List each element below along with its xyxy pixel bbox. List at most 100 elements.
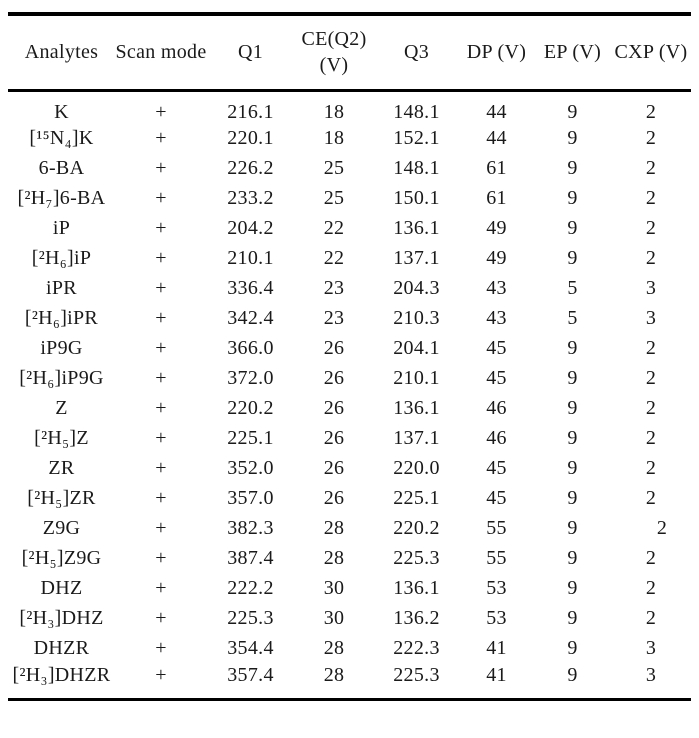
table-row: [²H₃]DHZR +357.4 28 225.3 41 9 3: [8, 664, 691, 700]
table-row: 6-BA +226.2 25 148.1 61 9 2: [8, 154, 691, 184]
cell-ce: 23: [323, 307, 345, 329]
cell-ep: 9: [567, 127, 578, 149]
cell-cxp: 3: [645, 663, 657, 686]
cell-analyte: Z9G: [42, 517, 81, 539]
cell-q1: 210.1: [227, 247, 274, 269]
cell-scan_mode: +: [155, 307, 167, 329]
cell-q3: 204.1: [393, 337, 440, 359]
cell-q3: 150.1: [393, 187, 440, 209]
cell-ce: 26: [323, 367, 345, 389]
cell-q1: 233.2: [227, 187, 274, 209]
cell-q3: 148.1: [393, 100, 440, 123]
cell-scan_mode: +: [155, 247, 167, 269]
table-header: Analytes Scan mode Q1 CE(Q2) (V) Q3 DP (V) EP …: [8, 14, 691, 92]
cell-q3: 210.1: [393, 367, 440, 389]
cell-q3: 136.1: [393, 397, 440, 419]
cell-q3: 220.0: [393, 457, 440, 479]
cell-dp: 49: [486, 247, 507, 269]
cell-analyte: [²H₃]DHZR: [12, 663, 111, 686]
cell-ce: 26: [323, 427, 345, 449]
cell-scan_mode: +: [155, 607, 167, 629]
cell-cxp: 2: [645, 247, 657, 269]
cell-cxp: 2: [645, 427, 657, 449]
cell-cxp: 2: [645, 100, 657, 123]
cell-scan_mode: +: [155, 457, 167, 479]
cell-q1: 352.0: [227, 457, 274, 479]
cell-q1: 220.2: [227, 397, 274, 419]
cell-q1: 225.3: [227, 607, 274, 629]
cell-scan_mode: +: [155, 187, 167, 209]
cell-ce: 18: [323, 100, 345, 123]
cell-dp: 41: [486, 663, 507, 686]
table-row: [²H₃]DHZ +225.3 30 136.2 53 9 2: [8, 604, 691, 634]
cell-q1: 222.2: [227, 577, 274, 599]
cell-scan_mode: +: [155, 217, 167, 239]
cell-ce: 23: [323, 277, 345, 299]
cell-ep: 9: [567, 100, 578, 123]
document-page: Analytes Scan mode Q1 CE(Q2) (V) Q3 DP (V) EP …: [0, 12, 699, 738]
cell-q3: 222.3: [393, 637, 440, 659]
cell-q3: 148.1: [393, 157, 440, 179]
cell-ep: 9: [567, 487, 578, 509]
table-row: [²H₆]iPR +342.4 23 210.3 43 5 3: [8, 304, 691, 334]
cell-scan_mode: +: [155, 547, 167, 569]
cell-scan_mode: +: [155, 663, 167, 686]
cell-q1: 204.2: [227, 217, 274, 239]
table-row: iP +204.2 22 136.1 49 9 2: [8, 214, 691, 244]
table-row: [²H₆]iP +210.1 22 137.1 49 9 2: [8, 244, 691, 274]
cell-dp: 43: [486, 277, 507, 299]
cell-dp: 46: [486, 427, 507, 449]
table-row: DHZR +354.4 28 222.3 41 9 3: [8, 634, 691, 664]
cell-ce: 28: [323, 517, 345, 539]
cell-cxp: 2: [656, 517, 668, 539]
cell-q3: 152.1: [393, 127, 440, 149]
cell-q3: 136.2: [393, 607, 440, 629]
cell-analyte: [²H₆]iPR: [24, 307, 99, 329]
cell-analyte: ZR: [48, 457, 75, 479]
cell-ce: 18: [323, 127, 345, 149]
cell-analyte: [²H₅]ZR: [27, 487, 96, 509]
cell-dp: 49: [486, 217, 507, 239]
cell-analyte: [²H₅]Z: [34, 427, 89, 449]
cell-cxp: 2: [645, 217, 657, 239]
cell-ep: 5: [567, 307, 578, 329]
header-cell-ep: EP (V): [534, 14, 611, 92]
cell-analyte: K: [54, 100, 69, 123]
cell-scan_mode: +: [155, 517, 167, 539]
header-row: Analytes Scan mode Q1 CE(Q2) (V) Q3 DP (V) EP …: [8, 14, 691, 92]
cell-ep: 9: [567, 247, 578, 269]
cell-analyte: 6-BA: [38, 157, 85, 179]
header-cell-q1: Q1: [207, 14, 294, 92]
cell-cxp: 2: [645, 487, 657, 509]
cell-ce: 30: [323, 607, 345, 629]
table-row: [²H₆]iP9G +372.0 26 210.1 45 9 2: [8, 364, 691, 394]
cell-dp: 55: [486, 547, 507, 569]
cell-q1: 216.1: [227, 100, 274, 123]
mrm-parameters-table: Analytes Scan mode Q1 CE(Q2) (V) Q3 DP (V) EP …: [8, 12, 691, 701]
cell-ep: 9: [567, 547, 578, 569]
cell-ce: 26: [323, 337, 345, 359]
cell-q3: 220.2: [393, 517, 440, 539]
cell-ep: 9: [567, 337, 578, 359]
cell-cxp: 2: [645, 547, 657, 569]
cell-q1: 372.0: [227, 367, 274, 389]
cell-q3: 137.1: [393, 247, 440, 269]
cell-dp: 46: [486, 397, 507, 419]
cell-scan_mode: +: [155, 127, 167, 149]
cell-analyte: iP9G: [40, 337, 83, 359]
cell-q3: 225.3: [393, 547, 440, 569]
cell-ep: 9: [567, 457, 578, 479]
cell-analyte: DHZR: [33, 637, 90, 659]
cell-q1: 387.4: [227, 547, 274, 569]
cell-cxp: 2: [645, 157, 657, 179]
table-row: DHZ +222.2 30 136.1 53 9 2: [8, 574, 691, 604]
cell-ep: 9: [567, 427, 578, 449]
cell-ce: 28: [323, 663, 345, 686]
cell-q1: 225.1: [227, 427, 274, 449]
cell-q3: 137.1: [393, 427, 440, 449]
cell-analyte: [²H₇]6-BA: [17, 187, 106, 209]
cell-ce: 28: [323, 637, 345, 659]
cell-ep: 9: [567, 397, 578, 419]
cell-ep: 9: [567, 607, 578, 629]
table-row: [²H₅]Z +225.1 26 137.1 46 9 2: [8, 424, 691, 454]
